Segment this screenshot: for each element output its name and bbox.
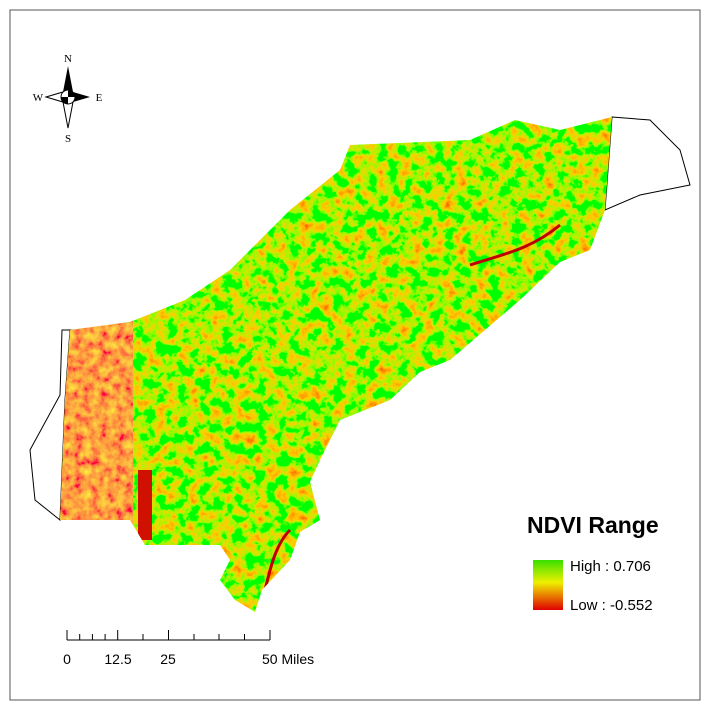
scale-label: 50 Miles [262,651,314,667]
east-label: E [96,92,103,104]
legend-low: Low : -0.552 [570,597,653,614]
scale-label: 25 [160,651,176,667]
outline-west [29,329,90,522]
ndvi-west-strip [60,300,133,550]
legend: NDVI Range High : 0.706 Low : -0.552 [527,512,659,614]
scale-label: 0 [63,651,71,667]
north-arrow: N S W E [33,53,103,145]
west-label: W [33,92,44,104]
legend-high: High : 0.706 [570,558,651,575]
scale-label: 12.5 [104,651,131,667]
legend-title: NDVI Range [527,512,659,538]
river-west [138,470,152,540]
south-label: S [65,133,71,145]
legend-ramp [533,560,563,610]
scale-bar [66,630,271,641]
north-label: N [64,53,72,65]
